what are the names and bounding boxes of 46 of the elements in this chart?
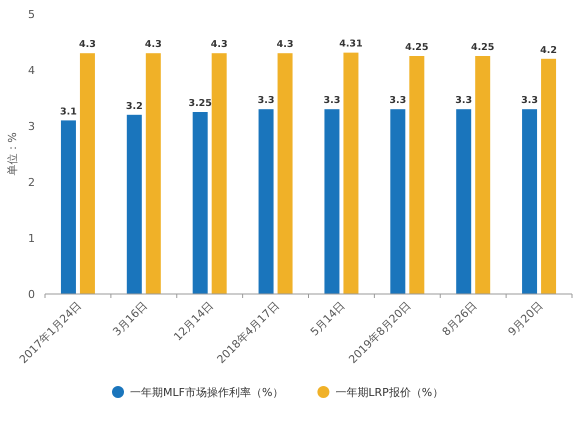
data-label: 4.3 [210, 39, 228, 50]
y-tick-label: 5 [28, 8, 35, 21]
bar [192, 112, 208, 294]
data-label: 3.1 [60, 106, 77, 118]
bar [390, 109, 406, 294]
data-label: 3.3 [258, 95, 274, 106]
bar [456, 109, 472, 294]
bar [212, 53, 227, 294]
data-label: 3.3 [324, 95, 340, 106]
x-tick-label: 12月14日 [171, 298, 216, 344]
bar [522, 109, 538, 294]
bar [278, 53, 293, 294]
data-label: 3.25 [188, 98, 212, 109]
x-tick-label: 9月20日 [506, 298, 546, 339]
x-tick-label: 5月14日 [308, 298, 348, 339]
data-label: 4.25 [405, 42, 429, 53]
data-label: 4.25 [470, 42, 494, 53]
bar [146, 53, 161, 294]
bar [475, 56, 490, 294]
data-label: 3.2 [126, 100, 143, 112]
data-label: 3.3 [521, 95, 538, 106]
data-label: 3.3 [455, 95, 472, 106]
y-tick-label: 2 [28, 176, 35, 189]
y-tick-label: 0 [28, 288, 35, 301]
bar [409, 56, 424, 294]
x-tick-label: 3月16日 [110, 298, 150, 339]
bar [541, 58, 556, 294]
legend-label: 一年期MLF市场操作利率（%） [130, 386, 284, 399]
bar [126, 114, 142, 294]
data-label: 4.3 [144, 39, 162, 50]
data-label: 3.3 [389, 95, 406, 106]
y-tick-label: 1 [28, 232, 35, 245]
data-label: 4.3 [79, 39, 96, 50]
data-label: 4.3 [276, 39, 294, 50]
bar [80, 53, 95, 294]
bar [258, 109, 274, 294]
data-label: 4.2 [540, 44, 557, 56]
y-tick-label: 3 [28, 120, 35, 133]
legend-label: 一年期LRP报价（%） [335, 386, 444, 399]
bar [60, 120, 76, 294]
x-tick-label: 8月26日 [440, 298, 480, 339]
bar [343, 52, 358, 294]
y-tick-label: 4 [28, 64, 35, 77]
bar [324, 109, 340, 294]
data-label: 4.31 [339, 38, 363, 50]
y-axis-title: 单位：% [6, 132, 19, 176]
